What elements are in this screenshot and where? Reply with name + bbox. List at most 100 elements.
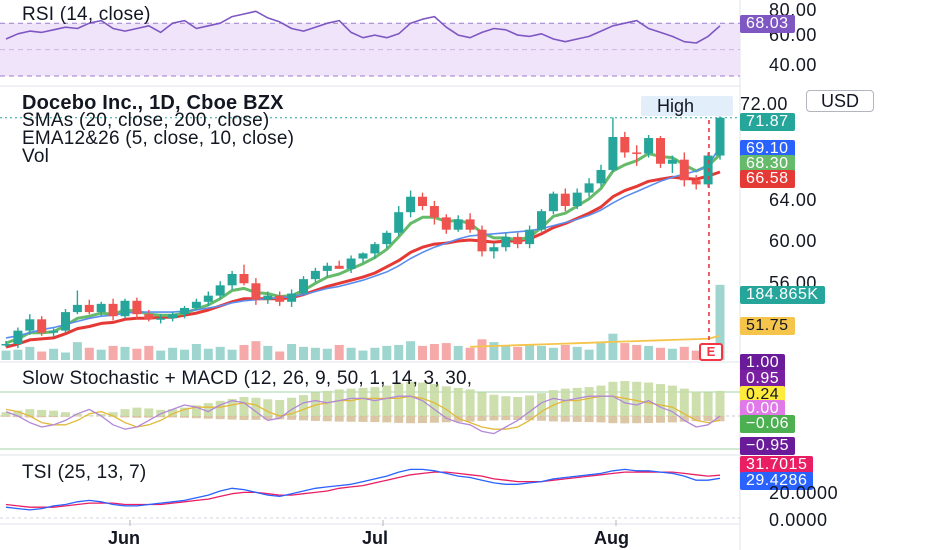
macd-histogram-bar: [84, 415, 94, 416]
candle-body: [334, 265, 344, 269]
volume-bar: [144, 345, 154, 360]
macd-histogram-bar: [382, 385, 392, 416]
candle-body: [453, 219, 463, 230]
candle-body: [84, 304, 94, 313]
macd-histogram-bar: [394, 383, 404, 416]
macd-histogram-bar: [525, 395, 535, 416]
volume-bar: [489, 342, 499, 360]
price-scale-60: 60.00: [769, 231, 818, 251]
macd-histogram-bar: [703, 392, 713, 416]
volume-bar: [715, 284, 725, 360]
macd-histogram-bar: [596, 385, 606, 416]
macd-histogram-neg-bar: [287, 416, 297, 420]
candle-body: [263, 295, 273, 300]
volume-bar: [251, 341, 261, 360]
macd-histogram-neg-bar: [418, 416, 427, 424]
macd-histogram-bar: [346, 388, 356, 416]
volume-legend[interactable]: Vol: [22, 146, 50, 167]
x-axis-label-jun: Jun: [108, 528, 141, 548]
volume-bar: [263, 345, 273, 360]
macd-histogram-bar: [334, 389, 344, 416]
macd-histogram-neg-bar: [560, 416, 570, 422]
macd-histogram-bar: [572, 387, 582, 416]
candle-body: [346, 258, 356, 269]
candle-body: [715, 117, 725, 156]
macd-histogram-bar: [584, 387, 594, 416]
rsi-scale-40: 40.00: [769, 55, 818, 75]
macd-histogram-neg-bar: [227, 416, 237, 420]
macd-histogram-bar: [453, 387, 463, 416]
volume-bar: [513, 346, 523, 360]
volume-bar: [418, 345, 427, 360]
candle-body: [572, 192, 582, 207]
macd-histogram-bar: [251, 397, 261, 416]
macd-histogram-bar: [1, 412, 11, 416]
macd-histogram-bar: [418, 382, 427, 416]
macd-histogram-bar: [667, 385, 677, 416]
macd-histogram-neg-bar: [156, 416, 166, 418]
volume-bar: [156, 350, 166, 360]
rsi-value-tag: 68.03: [740, 15, 795, 33]
tsi-title[interactable]: TSI (25, 13, 7): [22, 462, 147, 483]
macd-histogram-neg-bar: [453, 416, 463, 422]
macd-histogram-neg-bar: [691, 416, 701, 422]
earnings-marker[interactable]: E: [699, 343, 723, 361]
volume-bar: [61, 352, 70, 360]
macd-histogram-neg-bar: [608, 416, 618, 424]
candle-body: [61, 312, 70, 331]
volume-bar: [596, 343, 606, 360]
volume-bar: [287, 344, 297, 360]
symbol-title[interactable]: Docebo Inc., 1D, Cboe BZX: [22, 92, 284, 114]
volume-bar: [239, 344, 249, 360]
volume-bar: [679, 346, 689, 360]
rsi-title[interactable]: RSI (14, close): [22, 4, 151, 25]
candle-body: [168, 314, 178, 319]
macd-histogram-bar: [715, 390, 725, 416]
macd-histogram-neg-bar: [1, 416, 11, 417]
macd-histogram-bar: [489, 394, 499, 416]
macd-histogram-neg-bar: [537, 416, 546, 421]
macd-histogram-neg-bar: [358, 416, 368, 422]
macd-histogram-bar: [537, 393, 546, 416]
candle-body: [679, 159, 689, 181]
candle-body: [620, 137, 630, 153]
macd-histogram-neg-bar: [525, 416, 535, 421]
candle-body: [120, 300, 130, 317]
macd-histogram-neg-bar: [465, 416, 475, 422]
macd-histogram-neg-bar: [132, 416, 142, 418]
candle-body: [191, 301, 201, 308]
macd-histogram-bar: [465, 389, 475, 416]
macd-histogram-neg-bar: [406, 416, 416, 424]
volume-bar: [215, 346, 225, 360]
macd-histogram-neg-bar: [596, 416, 606, 423]
candle-body: [477, 229, 487, 252]
candle-body: [548, 193, 558, 212]
volume-bar: [465, 347, 475, 360]
volume-bar: [72, 342, 82, 360]
stoch-macd-title[interactable]: Slow Stochastic + MACD (12, 26, 9, 50, 1…: [22, 368, 473, 389]
macd-histogram-neg-bar: [489, 416, 499, 421]
stoch-tag-2: 0.95: [740, 370, 786, 388]
candle-body: [525, 229, 535, 245]
volume-bar: [1, 350, 11, 360]
macd-histogram-bar: [108, 412, 118, 416]
macd-histogram-bar: [191, 405, 201, 416]
macd-histogram-bar: [263, 399, 273, 416]
candle-body: [227, 273, 237, 286]
volume-bar: [120, 346, 130, 360]
volume-bar: [667, 348, 677, 360]
volume-bar: [203, 348, 213, 360]
volume-bar: [346, 347, 356, 360]
macd-histogram-neg-bar: [501, 416, 511, 421]
macd-histogram-bar: [310, 392, 320, 416]
macd-histogram-neg-bar: [548, 416, 558, 422]
stoch-tag-1: 1.00: [740, 354, 786, 372]
macd-histogram-bar: [275, 400, 285, 416]
currency-button[interactable]: USD: [806, 90, 874, 112]
ema-legend[interactable]: EMA12&26 (5, close, 10, close): [22, 128, 295, 149]
volume-bar: [334, 344, 344, 360]
macd-histogram-bar: [501, 396, 511, 416]
sma-legend[interactable]: SMAs (20, close, 200, close): [22, 110, 270, 131]
